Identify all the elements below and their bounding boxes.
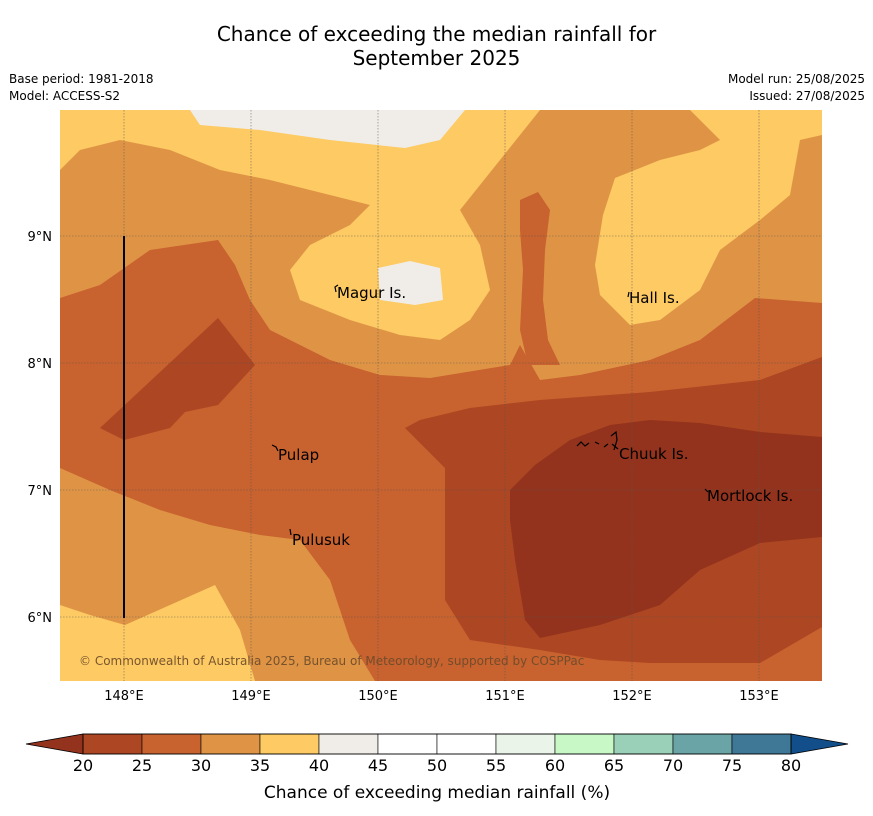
label-hall: Hall Is. [629,289,680,307]
colorbar-tick: 55 [486,756,506,775]
band-40-45-north [190,110,465,148]
colorbar-cells [82,733,792,755]
band-35-40 [60,110,822,340]
rainfall-contours [60,110,822,681]
colorbar-cell [672,733,733,755]
band-25-30-finger [520,192,560,365]
band-20-25-west [100,318,255,440]
colorbar-cell [318,733,379,755]
colorbar-cell [141,733,202,755]
colorbar-tick-labels: 20 25 30 35 40 45 50 55 60 65 70 75 80 [73,756,801,775]
island-pulap [271,444,279,452]
island-chuuk [576,430,619,451]
colorbar-cell [731,733,792,755]
chart-title: Chance of exceeding the median rainfall … [0,22,873,70]
colorbar-tick: 40 [309,756,329,775]
colorbar-tick: 25 [132,756,152,775]
copyright-text: © Commonwealth of Australia 2025, Bureau… [79,654,584,668]
y-tick-6n: 6°N [28,611,53,626]
label-magur: Magur Is. [337,284,406,302]
y-tick-labels: 9°N 8°N 7°N 6°N [28,230,53,626]
island-mortlock [704,488,709,493]
colorbar-cell [82,733,143,755]
colorbar-label: Chance of exceeding median rainfall (%) [264,783,610,803]
colorbar-tick: 50 [427,756,447,775]
model-text: Model: ACCESS-S2 [9,89,121,103]
colorbar-tick: 65 [604,756,624,775]
colorbar-cell [495,733,556,755]
title-line-1: Chance of exceeding the median rainfall … [216,22,657,46]
label-chuuk: Chuuk Is. [619,445,688,463]
meta-right: Model run: 25/08/2025 Issued: 27/08/2025 [728,71,865,105]
colorbar-cell [554,733,615,755]
band-40-45-magur [378,261,443,305]
colorbar-cell [200,733,261,755]
label-pulap: Pulap [278,446,319,464]
model-run-text: Model run: 25/08/2025 [727,72,865,86]
colorbar-tick: 45 [368,756,388,775]
band-35-40-south [60,585,255,681]
label-pulusuk: Pulusuk [292,531,350,549]
x-tick-148: 148°E [104,689,144,704]
place-labels: Magur Is. Hall Is. Pulap Chuuk Is. Mortl… [278,284,793,549]
colorbar: 20 25 30 35 40 45 50 55 60 65 70 75 80 Chance of exc… [25,733,849,803]
meta-left: Base period: 1981-2018 Model: ACCESS-S2 [9,71,154,105]
x-tick-labels: 148°E 149°E 150°E 151°E 152°E 153°E [104,689,779,704]
colorbar-tick: 30 [191,756,211,775]
colorbar-cell [613,733,674,755]
title-line-2: September 2025 [352,46,521,70]
colorbar-over-triangle [790,733,849,755]
colorbar-tick: 60 [545,756,565,775]
island-pulusuk [289,528,292,536]
colorbar-tick: 35 [250,756,270,775]
island-markers [271,284,709,536]
colorbar-tick: 80 [781,756,801,775]
band-below-20 [510,420,822,638]
issued-text: Issued: 27/08/2025 [749,89,865,103]
x-tick-150: 150°E [358,689,398,704]
x-tick-152: 152°E [612,689,652,704]
y-tick-8n: 8°N [28,357,53,372]
label-mortlock: Mortlock Is. [707,487,793,505]
x-tick-153: 153°E [739,689,779,704]
island-magur [334,284,339,293]
colorbar-tick: 20 [73,756,93,775]
x-tick-149: 149°E [231,689,271,704]
x-tick-151: 151°E [485,689,525,704]
base-period-text: Base period: 1981-2018 [9,72,154,86]
colorbar-tick: 75 [722,756,742,775]
colorbar-frame [82,733,792,755]
colorbar-under-triangle [25,733,84,755]
island-hall [627,291,630,298]
colorbar-cell [436,733,497,755]
y-tick-7n: 7°N [28,484,53,499]
colorbar-tick: 70 [663,756,683,775]
colorbar-cell [377,733,438,755]
y-tick-9n: 9°N [28,230,53,245]
colorbar-cell [259,733,320,755]
